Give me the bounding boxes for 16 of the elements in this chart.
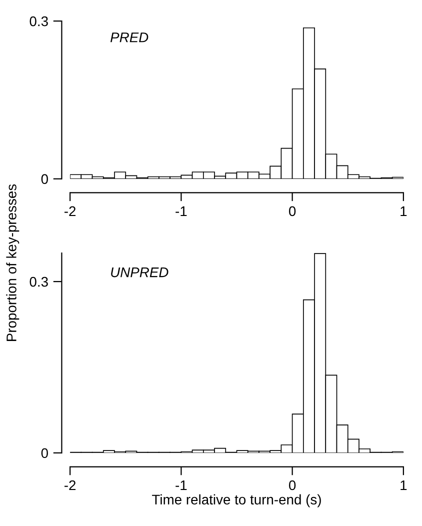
annotation: PRED [110,32,148,42]
x-tick-label: -2 [64,480,76,490]
y-tick-label: 0 [41,448,48,458]
y-tick-label: 0.3 [30,16,48,26]
x-tick-label: -1 [176,206,187,216]
y-axis-title: Proportion of key-presses [6,184,20,341]
y-tick-label: 0.3 [30,276,48,287]
x-tick-label: 0 [288,480,296,490]
y-tick-label: 0 [41,174,48,184]
x-tick-label: -1 [176,480,187,490]
x-tick-label: 0 [288,206,296,216]
x-tick-label: 1 [400,480,407,490]
x-tick-label: -2 [64,206,76,216]
annotation: UNPRED [111,268,168,278]
x-tick-label: 1 [400,206,407,216]
x-axis-title: Time relative to turn-end (s) [152,494,321,508]
